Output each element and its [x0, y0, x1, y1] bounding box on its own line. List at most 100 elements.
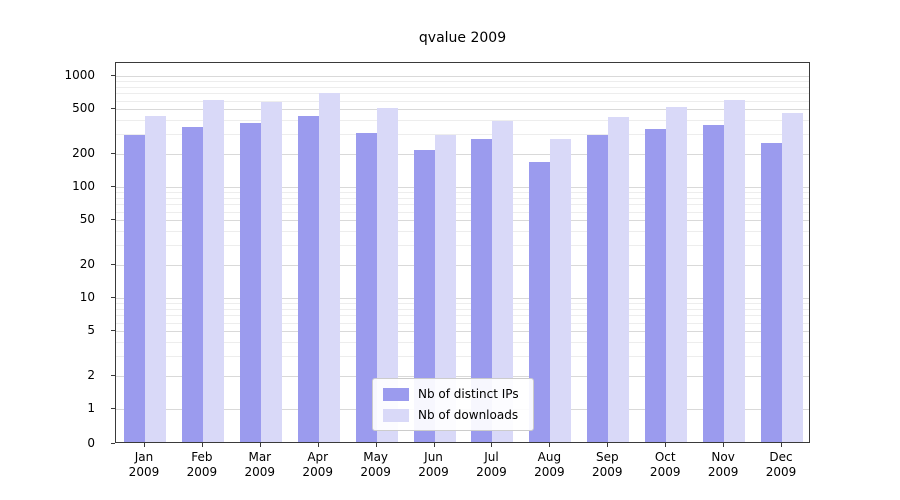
y-tick-label: 2 [87, 367, 95, 382]
y-tick-mark [111, 408, 115, 409]
major-gridline [116, 109, 809, 111]
bar-distinct-ips-feb [181, 127, 203, 442]
x-tick-mark [607, 443, 609, 447]
x-tick-label: Jan 2009 [129, 450, 160, 480]
x-tick-month: Aug [537, 450, 562, 464]
bar-distinct-ips-dec [761, 142, 783, 442]
bar-distinct-ips-mar [239, 122, 261, 442]
legend-swatch-downloads-icon [383, 408, 409, 422]
minor-gridline [116, 342, 809, 344]
major-gridline [116, 220, 809, 222]
x-tick-month: May [363, 450, 389, 464]
y-tick-label: 100 [72, 179, 95, 193]
major-gridline [116, 187, 809, 188]
legend: Nb of distinct IPs Nb of downloads [372, 378, 534, 431]
x-tick-year: 2009 [476, 465, 507, 479]
bar-downloads-apr [318, 93, 340, 442]
x-tick-label: May 2009 [360, 450, 391, 480]
y-tick-mark [111, 330, 115, 332]
y-tick-mark [111, 152, 115, 154]
bar-downloads-jul [492, 120, 514, 442]
bar-downloads-dec [782, 112, 804, 442]
minor-gridline [116, 204, 809, 206]
x-tick-month: Jan [134, 450, 154, 464]
major-gridline [116, 331, 809, 333]
bar-distinct-ips-apr [297, 115, 319, 442]
legend-label-distinct-ips: Nb of distinct IPs [418, 387, 519, 401]
x-tick-mark [549, 443, 551, 447]
x-axis-labels: Jan 2009 Feb 2009 Mar 2009 Apr 2009 May 2009 Jun 20… [115, 450, 810, 490]
y-tick-mark [111, 75, 115, 76]
y-tick-mark [111, 108, 115, 110]
x-tick-month: Feb [191, 450, 213, 464]
major-gridline [116, 76, 809, 77]
x-tick-month: Sep [595, 450, 619, 464]
x-tick-label: Aug 2009 [534, 450, 565, 480]
x-tick-mark [781, 443, 783, 447]
x-tick-label: Sep 2009 [592, 450, 623, 480]
bar-downloads-sep [608, 116, 630, 442]
major-gridline [116, 153, 809, 155]
minor-gridline [116, 245, 809, 247]
minor-gridline [116, 134, 809, 136]
bars-layer [116, 63, 809, 442]
x-tick-label: Oct 2009 [650, 450, 681, 480]
bar-downloads-mar [260, 101, 282, 442]
y-tick-label: 10 [79, 290, 95, 304]
bar-distinct-ips-aug [529, 162, 551, 442]
bar-distinct-ips-sep [587, 134, 609, 442]
x-tick-mark [723, 443, 725, 447]
y-tick-mark [111, 186, 115, 187]
x-tick-mark [259, 443, 261, 447]
y-tick-label: 500 [72, 101, 95, 116]
x-tick-year: 2009 [128, 465, 160, 479]
bar-downloads-jun [434, 135, 456, 442]
bar-distinct-ips-may [355, 132, 377, 442]
x-tick-year: 2009 [302, 465, 333, 479]
x-tick-label: Dec 2009 [766, 450, 797, 480]
y-tick-label: 20 [79, 256, 95, 271]
x-tick-label: Feb 2009 [187, 450, 218, 480]
legend-item-downloads: Nb of downloads [383, 408, 519, 422]
x-tick-month: Jul [484, 450, 499, 464]
bar-downloads-aug [550, 138, 572, 442]
bar-distinct-ips-jun [413, 150, 435, 442]
y-axis-labels: 0 1 2 5 10 20 50 100 200 500 1000 [0, 62, 107, 450]
minor-gridline [116, 192, 809, 194]
x-tick-month: Jun [424, 450, 443, 464]
x-tick-year: 2009 [707, 465, 739, 479]
x-tick-month: Oct [654, 450, 676, 464]
legend-item-distinct-ips: Nb of distinct IPs [383, 387, 519, 401]
bar-distinct-ips-jul [471, 138, 493, 442]
y-tick-mark [111, 297, 115, 298]
major-gridline [116, 375, 809, 377]
y-tick-mark [111, 219, 115, 221]
x-tick-month: Dec [769, 450, 793, 464]
x-tick-mark [201, 443, 203, 447]
bar-distinct-ips-nov [703, 125, 725, 442]
major-gridline [116, 298, 809, 299]
bar-downloads-nov [724, 100, 746, 442]
x-tick-year: 2009 [244, 465, 276, 479]
y-tick-label: 5 [87, 323, 95, 338]
x-tick-year: 2009 [649, 465, 681, 479]
legend-swatch-distinct-ips-icon [383, 387, 409, 401]
x-tick-month: Nov [711, 450, 735, 464]
x-tick-mark [143, 443, 145, 447]
minor-gridline [116, 211, 809, 213]
x-tick-label: Jul 2009 [476, 450, 507, 480]
x-tick-year: 2009 [360, 465, 391, 479]
legend-label-downloads: Nb of downloads [418, 408, 519, 422]
bar-distinct-ips-jan [123, 135, 145, 442]
x-tick-month: Apr [307, 450, 329, 464]
x-tick-year: 2009 [186, 465, 218, 479]
bar-distinct-ips-oct [645, 128, 667, 442]
minor-gridline [116, 322, 809, 324]
minor-gridline [116, 315, 809, 317]
y-tick-label: 0 [87, 436, 95, 450]
minor-gridline [116, 197, 809, 199]
chart-title: qvalue 2009 [418, 30, 507, 46]
y-tick-label: 200 [72, 145, 95, 160]
x-tick-mark [375, 443, 377, 447]
minor-gridline [116, 81, 809, 83]
